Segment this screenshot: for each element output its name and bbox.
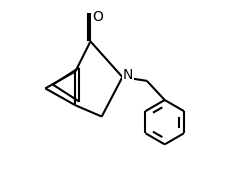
Text: N: N [122,68,133,82]
Text: O: O [92,10,103,24]
